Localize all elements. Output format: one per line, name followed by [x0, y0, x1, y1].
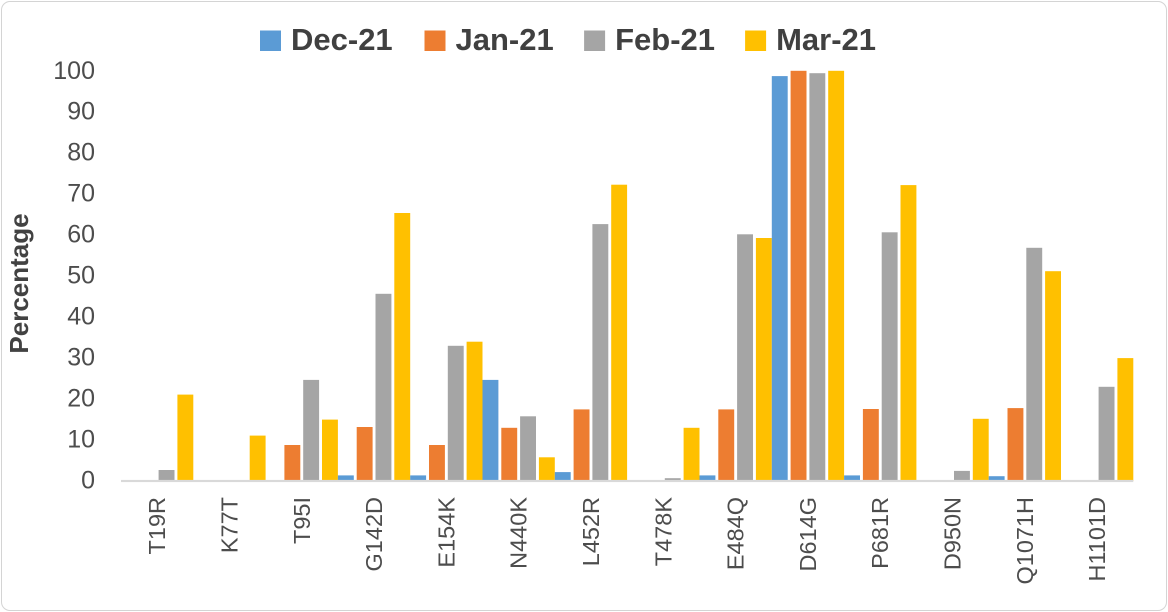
svg-text:T19R: T19R	[144, 497, 170, 554]
svg-text:80: 80	[67, 139, 95, 167]
svg-text:D614G: D614G	[795, 497, 821, 571]
svg-text:G142D: G142D	[361, 497, 387, 571]
svg-text:Mar-21: Mar-21	[776, 22, 876, 57]
svg-text:50: 50	[67, 262, 95, 290]
svg-text:Percentage: Percentage	[4, 213, 34, 353]
svg-text:90: 90	[67, 98, 95, 126]
svg-text:P681R: P681R	[867, 497, 893, 569]
svg-text:D950N: D950N	[940, 497, 966, 570]
svg-text:100: 100	[53, 57, 95, 85]
svg-text:60: 60	[67, 221, 95, 249]
svg-text:T478K: T478K	[650, 497, 676, 567]
svg-text:N440K: N440K	[506, 497, 532, 569]
svg-text:10: 10	[67, 426, 95, 454]
svg-text:40: 40	[67, 303, 95, 331]
svg-text:Jan-21: Jan-21	[456, 22, 554, 57]
svg-text:20: 20	[67, 385, 95, 413]
svg-text:0: 0	[81, 467, 95, 495]
svg-text:K77T: K77T	[217, 497, 243, 553]
svg-text:E484Q: E484Q	[723, 497, 749, 570]
svg-text:E154K: E154K	[433, 497, 459, 568]
svg-text:70: 70	[67, 180, 95, 208]
svg-text:Q1071H: Q1071H	[1012, 497, 1038, 585]
svg-text:30: 30	[67, 344, 95, 372]
svg-text:T95I: T95I	[289, 497, 315, 544]
svg-text:L452R: L452R	[578, 497, 604, 566]
svg-text:Feb-21: Feb-21	[615, 22, 715, 57]
svg-text:Dec-21: Dec-21	[291, 22, 393, 57]
svg-text:H1101D: H1101D	[1084, 497, 1110, 581]
